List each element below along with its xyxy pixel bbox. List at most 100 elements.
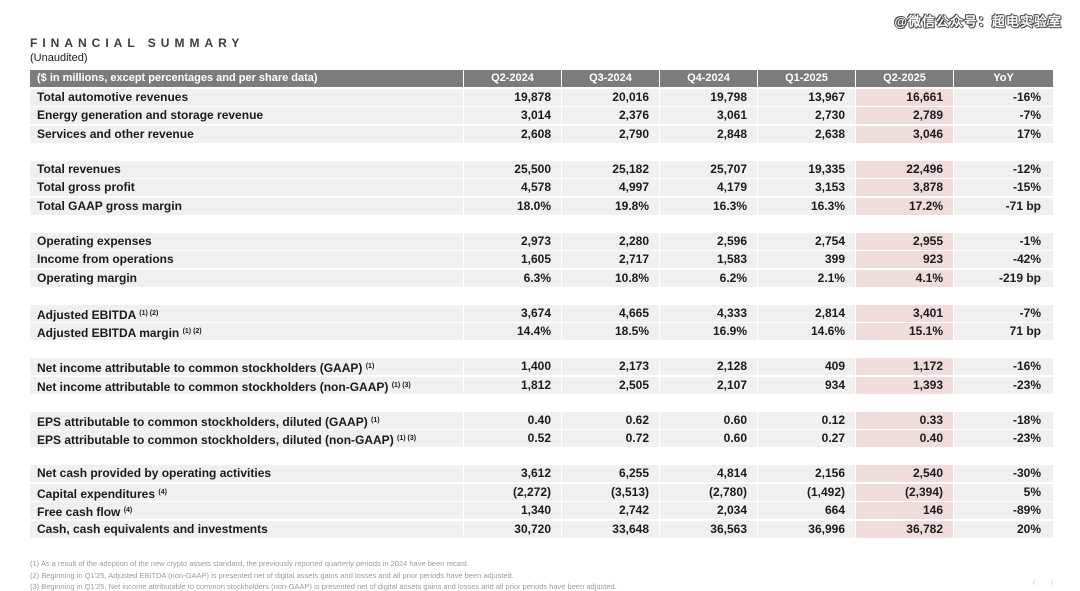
cell-q1-2025: 2,754 <box>757 232 855 250</box>
cell-q2-2025: 15.1% <box>855 323 953 340</box>
column-header-q2-2025: Q2-2025 <box>855 70 953 87</box>
table-row: Total gross profit 4,578 4,997 4,179 3,153 3,… <box>30 179 1053 196</box>
row-label: Services and other revenue <box>30 125 463 143</box>
row-label: Total automotive revenues <box>30 88 463 106</box>
cell-yoy: -12% <box>953 160 1053 178</box>
cell-q4-2024: 16.3% <box>659 197 757 215</box>
row-label: Net income attributable to common stockh… <box>30 376 463 394</box>
cell-q4-2024: 4,333 <box>659 304 757 322</box>
table-row: EPS attributable to common stockholders,… <box>30 411 1053 429</box>
cell-q3-2024: 2,790 <box>561 125 659 143</box>
row-label: Net cash provided by operating activitie… <box>30 465 463 482</box>
cell-q2-2024: 18.0% <box>463 197 561 215</box>
cell-yoy: 17% <box>953 125 1053 143</box>
pager: ‹› <box>1032 575 1068 589</box>
cell-q2-2025: 3,878 <box>855 179 953 196</box>
table-row: Energy generation and storage revenue 3,0… <box>30 107 1053 124</box>
cell-q4-2024: 25,707 <box>659 160 757 178</box>
row-label: Adjusted EBITDA margin (1) (2) <box>30 323 463 340</box>
cell-q4-2024: 3,061 <box>659 107 757 124</box>
table-row: Operating expenses 2,973 2,280 2,596 2,754 2,… <box>30 232 1053 250</box>
footnote-marker: (1) (2) <box>139 309 159 317</box>
footnote-marker: (4) <box>158 488 167 496</box>
cell-q3-2024: 0.72 <box>561 430 659 447</box>
footnote-marker: (1) (3) <box>397 435 417 442</box>
cell-q1-2025: 0.12 <box>757 411 855 429</box>
cell-q3-2024: 2,742 <box>561 502 659 519</box>
row-label: EPS attributable to common stockholders,… <box>30 430 463 447</box>
cell-q1-2025: 2,638 <box>757 125 855 143</box>
cell-q2-2025: 0.33 <box>855 411 953 429</box>
table-group: Operating expenses 2,973 2,280 2,596 2,754 2,… <box>30 232 1053 287</box>
cell-yoy: -219 bp <box>953 269 1053 287</box>
cell-q2-2024: (2,272) <box>463 483 561 501</box>
cell-q1-2025: 2.1% <box>757 269 855 287</box>
row-label: Capital expenditures (4) <box>30 483 463 501</box>
cell-q4-2024: 6.2% <box>659 269 757 287</box>
cell-q2-2025: 1,393 <box>855 376 953 394</box>
column-header-q4-2024: Q4-2024 <box>659 70 757 87</box>
row-label: Total gross profit <box>30 179 463 196</box>
cell-q2-2024: 3,014 <box>463 107 561 124</box>
cell-q2-2024: 3,674 <box>463 304 561 322</box>
footnote-marker: (1) <box>365 363 375 370</box>
column-header-yoy: YoY <box>953 70 1053 87</box>
prev-page-icon[interactable]: ‹ <box>1032 575 1050 589</box>
cell-yoy: 20% <box>953 520 1053 538</box>
cell-q4-2024: 2,848 <box>659 125 757 143</box>
cell-yoy: -23% <box>953 430 1053 447</box>
cell-q3-2024: (3,513) <box>561 483 659 501</box>
cell-q2-2024: 6.3% <box>463 269 561 287</box>
table-group: EPS attributable to common stockholders,… <box>30 411 1053 447</box>
cell-yoy: -7% <box>953 304 1053 322</box>
cell-q3-2024: 4,665 <box>561 304 659 322</box>
cell-q2-2024: 3,612 <box>463 465 561 482</box>
row-label: Total GAAP gross margin <box>30 197 463 215</box>
cell-q3-2024: 2,173 <box>561 358 659 375</box>
row-label: Energy generation and storage revenue <box>30 107 463 124</box>
table-header-row: ($ in millions, except percentages and p… <box>30 70 1053 87</box>
cell-q4-2024: 2,596 <box>659 232 757 250</box>
row-label: Adjusted EBITDA (1) (2) <box>30 304 463 322</box>
cell-q2-2024: 0.40 <box>463 411 561 429</box>
cell-q3-2024: 2,376 <box>561 107 659 124</box>
table-row: Income from operations 1,605 2,717 1,583 399… <box>30 251 1053 268</box>
table-row: Total automotive revenues 19,878 20,016 19,… <box>30 88 1053 106</box>
cell-q1-2025: (1,492) <box>757 483 855 501</box>
cell-q2-2024: 14.4% <box>463 323 561 340</box>
next-page-icon[interactable]: › <box>1050 575 1068 589</box>
cell-yoy: -18% <box>953 411 1053 429</box>
cell-q3-2024: 18.5% <box>561 323 659 340</box>
cell-q4-2024: 16.9% <box>659 323 757 340</box>
cell-yoy: -16% <box>953 358 1053 375</box>
cell-q2-2025: 923 <box>855 251 953 268</box>
cell-q2-2025: 2,955 <box>855 232 953 250</box>
column-header-units: ($ in millions, except percentages and p… <box>30 70 463 87</box>
cell-q3-2024: 2,717 <box>561 251 659 268</box>
cell-yoy: 71 bp <box>953 323 1053 340</box>
cell-q4-2024: 2,034 <box>659 502 757 519</box>
table-row: Adjusted EBITDA (1) (2) 3,674 4,665 4,333 2,… <box>30 304 1053 322</box>
cell-q1-2025: 14.6% <box>757 323 855 340</box>
cell-yoy: -15% <box>953 179 1053 196</box>
footnote: (3) Beginning in Q1'25, Net income attri… <box>30 582 617 591</box>
cell-q4-2024: 0.60 <box>659 411 757 429</box>
cell-q3-2024: 20,016 <box>561 88 659 106</box>
table-row: ($ in millions, except percentages and p… <box>30 70 1053 87</box>
row-label: Income from operations <box>30 251 463 268</box>
table-body: Total automotive revenues 19,878 20,016 19,… <box>30 88 1053 538</box>
table-row: Total GAAP gross margin 18.0% 19.8% 16.3% 16… <box>30 197 1053 215</box>
cell-q2-2024: 30,720 <box>463 520 561 538</box>
cell-q4-2024: 4,179 <box>659 179 757 196</box>
table-row: Cash, cash equivalents and investments 30… <box>30 520 1053 538</box>
table-row: Adjusted EBITDA margin (1) (2) 14.4% 18.5%… <box>30 323 1053 340</box>
row-label: Free cash flow (4) <box>30 502 463 519</box>
table-row: Free cash flow (4) 1,340 2,742 2,034 664 146-… <box>30 502 1053 519</box>
cell-q2-2025: 17.2% <box>855 197 953 215</box>
row-label: Operating expenses <box>30 232 463 250</box>
cell-q1-2025: 2,156 <box>757 465 855 482</box>
column-header-q2-2024: Q2-2024 <box>463 70 561 87</box>
cell-q1-2025: 399 <box>757 251 855 268</box>
cell-q3-2024: 2,505 <box>561 376 659 394</box>
cell-q1-2025: 2,730 <box>757 107 855 124</box>
